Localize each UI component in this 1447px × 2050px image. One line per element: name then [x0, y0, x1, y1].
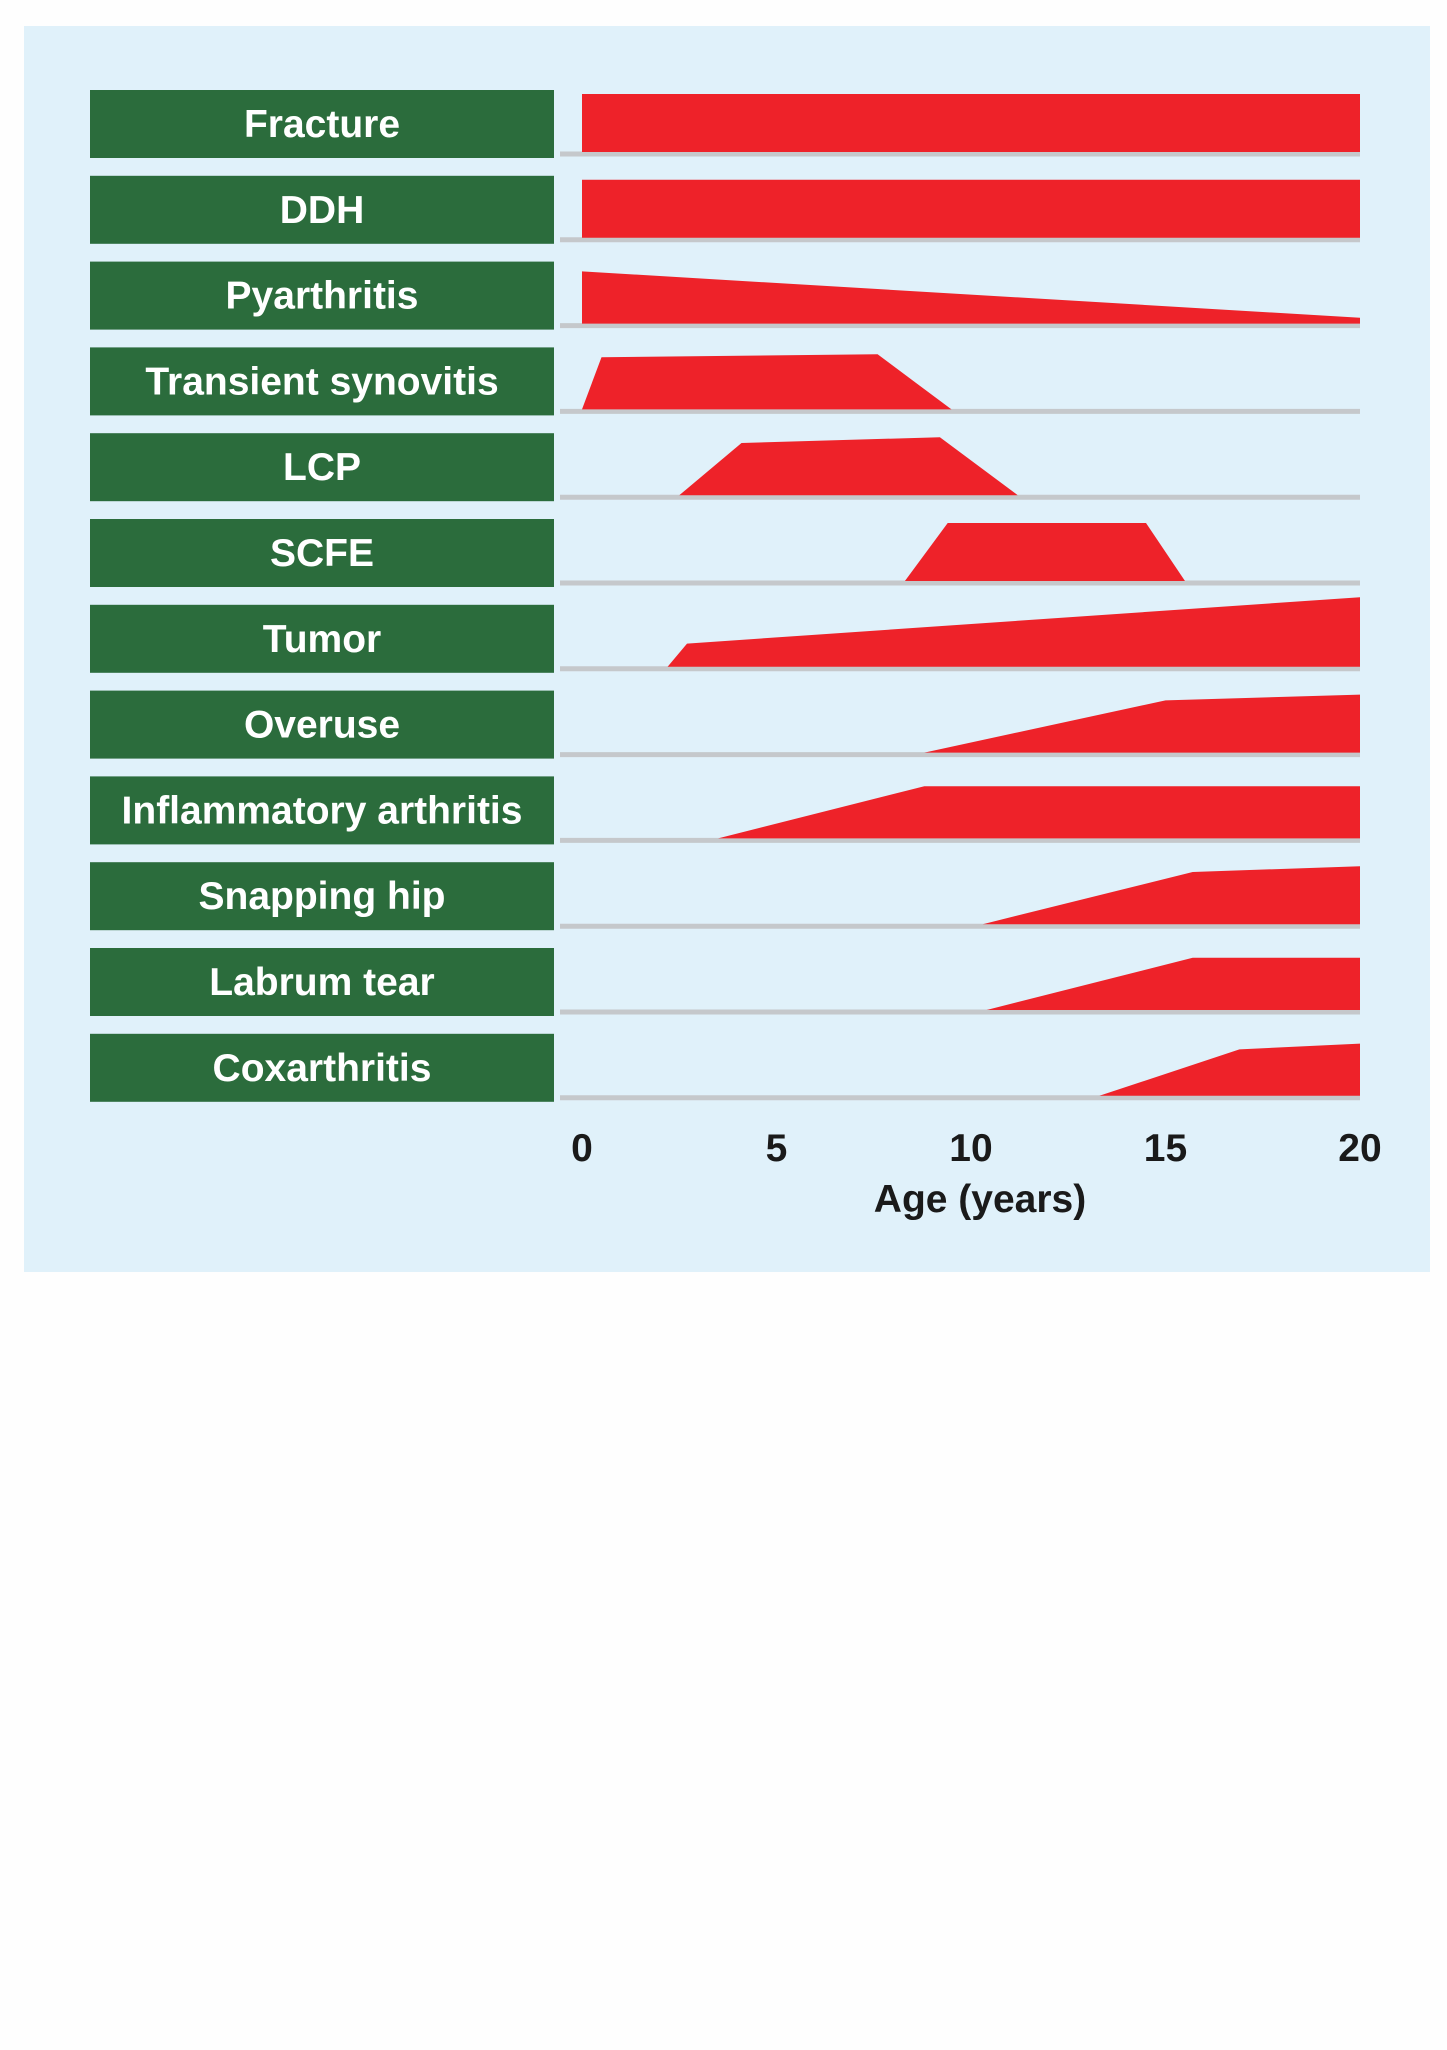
row-ddh: DDH [90, 175, 1360, 244]
label-box-pyarthritis [90, 261, 554, 330]
series-label-overuse: Overuse [244, 704, 400, 747]
x-axis: 0 5 10 15 20 Age (years) [571, 1127, 1382, 1221]
area-tumor [667, 597, 1360, 667]
series-label-tumor: Tumor [263, 618, 381, 661]
label-box-labrum-tear [90, 948, 554, 1016]
area-coxarthritis [1099, 1043, 1360, 1096]
area-pyarthritis [582, 271, 1360, 324]
label-box-lcp [90, 433, 554, 502]
row-lcp: LCP [90, 433, 1360, 502]
chart-panel: Fracture DDH Pyarthritis Transient synoviti… [24, 26, 1430, 1272]
row-labrum-tear: Labrum tear [90, 948, 1360, 1016]
area-ddh [582, 179, 1360, 238]
label-box-tumor [90, 604, 554, 673]
label-box-fracture [90, 90, 554, 158]
series-label-coxarthritis: Coxarthritis [213, 1047, 432, 1090]
area-transient-synovitis [582, 354, 952, 410]
chart-svg: Fracture DDH Pyarthritis Transient synoviti… [90, 90, 1382, 1221]
series-label-labrum-tear: Labrum tear [209, 961, 434, 1004]
row-transient-synovitis: Transient synovitis [90, 347, 1360, 416]
series-label-fracture: Fracture [244, 103, 400, 146]
area-fracture [582, 94, 1360, 152]
x-axis-ticks: 0 5 10 15 20 [571, 1127, 1382, 1170]
row-scfe: SCFE [90, 519, 1360, 587]
area-scfe [904, 523, 1185, 581]
x-axis-title: Age (years) [874, 1178, 1086, 1221]
label-box-coxarthritis [90, 1033, 554, 1102]
label-box-inflammatory-arthritis [90, 776, 554, 845]
row-coxarthritis: Coxarthritis [90, 1033, 1360, 1102]
row-inflammatory-arthritis: Inflammatory arthritis [90, 776, 1360, 845]
label-box-overuse [90, 690, 554, 759]
label-box-ddh [90, 175, 554, 244]
series-label-ddh: DDH [280, 189, 365, 232]
area-overuse [924, 694, 1360, 753]
area-lcp [679, 437, 1018, 496]
row-overuse: Overuse [90, 690, 1360, 759]
area-labrum-tear [986, 957, 1360, 1010]
row-pyarthritis: Pyarthritis [90, 261, 1360, 330]
area-inflammatory-arthritis [718, 786, 1360, 839]
area-snapping-hip [982, 866, 1360, 925]
x-tick-label-10: 10 [949, 1127, 992, 1170]
series-label-inflammatory-arthritis: Inflammatory arthritis [122, 789, 523, 832]
label-box-scfe [90, 519, 554, 587]
label-box-snapping-hip [90, 862, 554, 931]
x-tick-label-0: 0 [571, 1127, 593, 1170]
row-fracture: Fracture [90, 90, 1360, 158]
x-tick-label-5: 5 [766, 1127, 788, 1170]
series-label-lcp: LCP [283, 446, 361, 489]
series-label-scfe: SCFE [270, 532, 374, 575]
row-tumor: Tumor [90, 597, 1360, 673]
x-tick-label-15: 15 [1144, 1127, 1187, 1170]
series-label-transient-synovitis: Transient synovitis [145, 360, 498, 403]
chart-rows: Fracture DDH Pyarthritis Transient synoviti… [90, 90, 1360, 1102]
x-tick-label-20: 20 [1338, 1127, 1381, 1170]
row-snapping-hip: Snapping hip [90, 862, 1360, 931]
series-label-snapping-hip: Snapping hip [199, 875, 446, 918]
label-box-transient-synovitis [90, 347, 554, 416]
series-label-pyarthritis: Pyarthritis [226, 275, 419, 318]
